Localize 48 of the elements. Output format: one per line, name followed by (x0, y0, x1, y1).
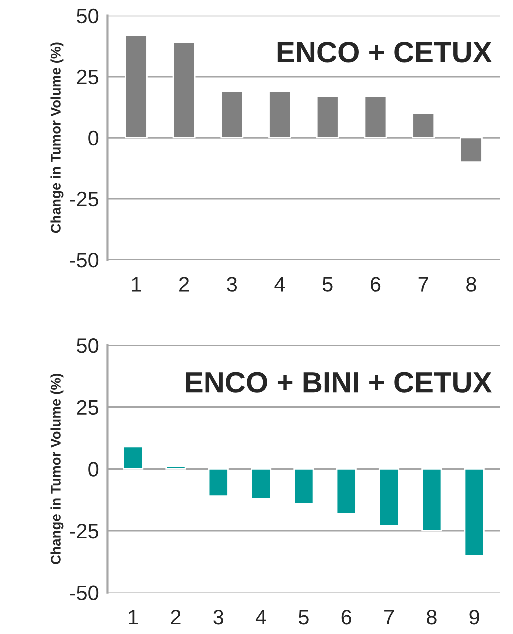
x-tick-label: 7 (418, 277, 428, 292)
y-tick-label: 50 (77, 338, 99, 354)
x-tick-label: 3 (227, 277, 238, 292)
text: ENCO + BINI + CETUX (186, 372, 492, 393)
bar (220, 90, 244, 139)
y-tick-label: -25 (70, 192, 99, 207)
x-tick-label: 1 (129, 610, 138, 625)
bar (166, 466, 186, 470)
bar (378, 468, 400, 527)
bar (172, 42, 196, 139)
x-tick-label: 4 (274, 277, 286, 292)
x-tick-label: 8 (466, 277, 476, 292)
y-tick-label: 25 (77, 70, 99, 85)
x-tick-label: 7 (384, 610, 394, 625)
bar (460, 137, 483, 163)
x-tick-label: 5 (298, 610, 309, 625)
y-tick-label: -50 (70, 252, 99, 268)
y-tick-label: 50 (77, 8, 99, 24)
bar (364, 96, 388, 139)
y-tick-label: -50 (70, 586, 99, 601)
x-tick-label: 8 (427, 610, 437, 625)
y-axis-title: Change in Tumor Volume (%) (50, 42, 64, 234)
x-tick-label: 2 (180, 277, 190, 292)
bar (124, 34, 148, 139)
bar (422, 468, 442, 532)
x-tick-label: 2 (171, 610, 181, 625)
bar (316, 96, 340, 139)
bar (464, 468, 485, 556)
x-tick-label: 9 (470, 610, 480, 625)
bar (412, 112, 436, 139)
bar (123, 446, 144, 470)
text: ENCO + CETUX (278, 42, 492, 63)
bar (208, 468, 229, 498)
y-tick-label: 0 (88, 462, 99, 477)
bar (251, 468, 272, 500)
bar (336, 468, 357, 514)
y-axis-title: Change in Tumor Volume (%) (50, 374, 64, 564)
bar (268, 90, 292, 139)
x-tick-label: 6 (371, 277, 381, 292)
bar (294, 468, 314, 504)
x-tick-label: 4 (256, 610, 266, 625)
x-tick-label: 6 (342, 610, 352, 625)
x-tick-label: 3 (214, 610, 224, 625)
x-tick-label: 5 (322, 277, 333, 292)
x-tick-label: 1 (132, 277, 142, 292)
y-tick-label: -25 (70, 524, 99, 539)
y-tick-label: 25 (77, 400, 99, 416)
y-tick-label: 0 (88, 130, 99, 146)
